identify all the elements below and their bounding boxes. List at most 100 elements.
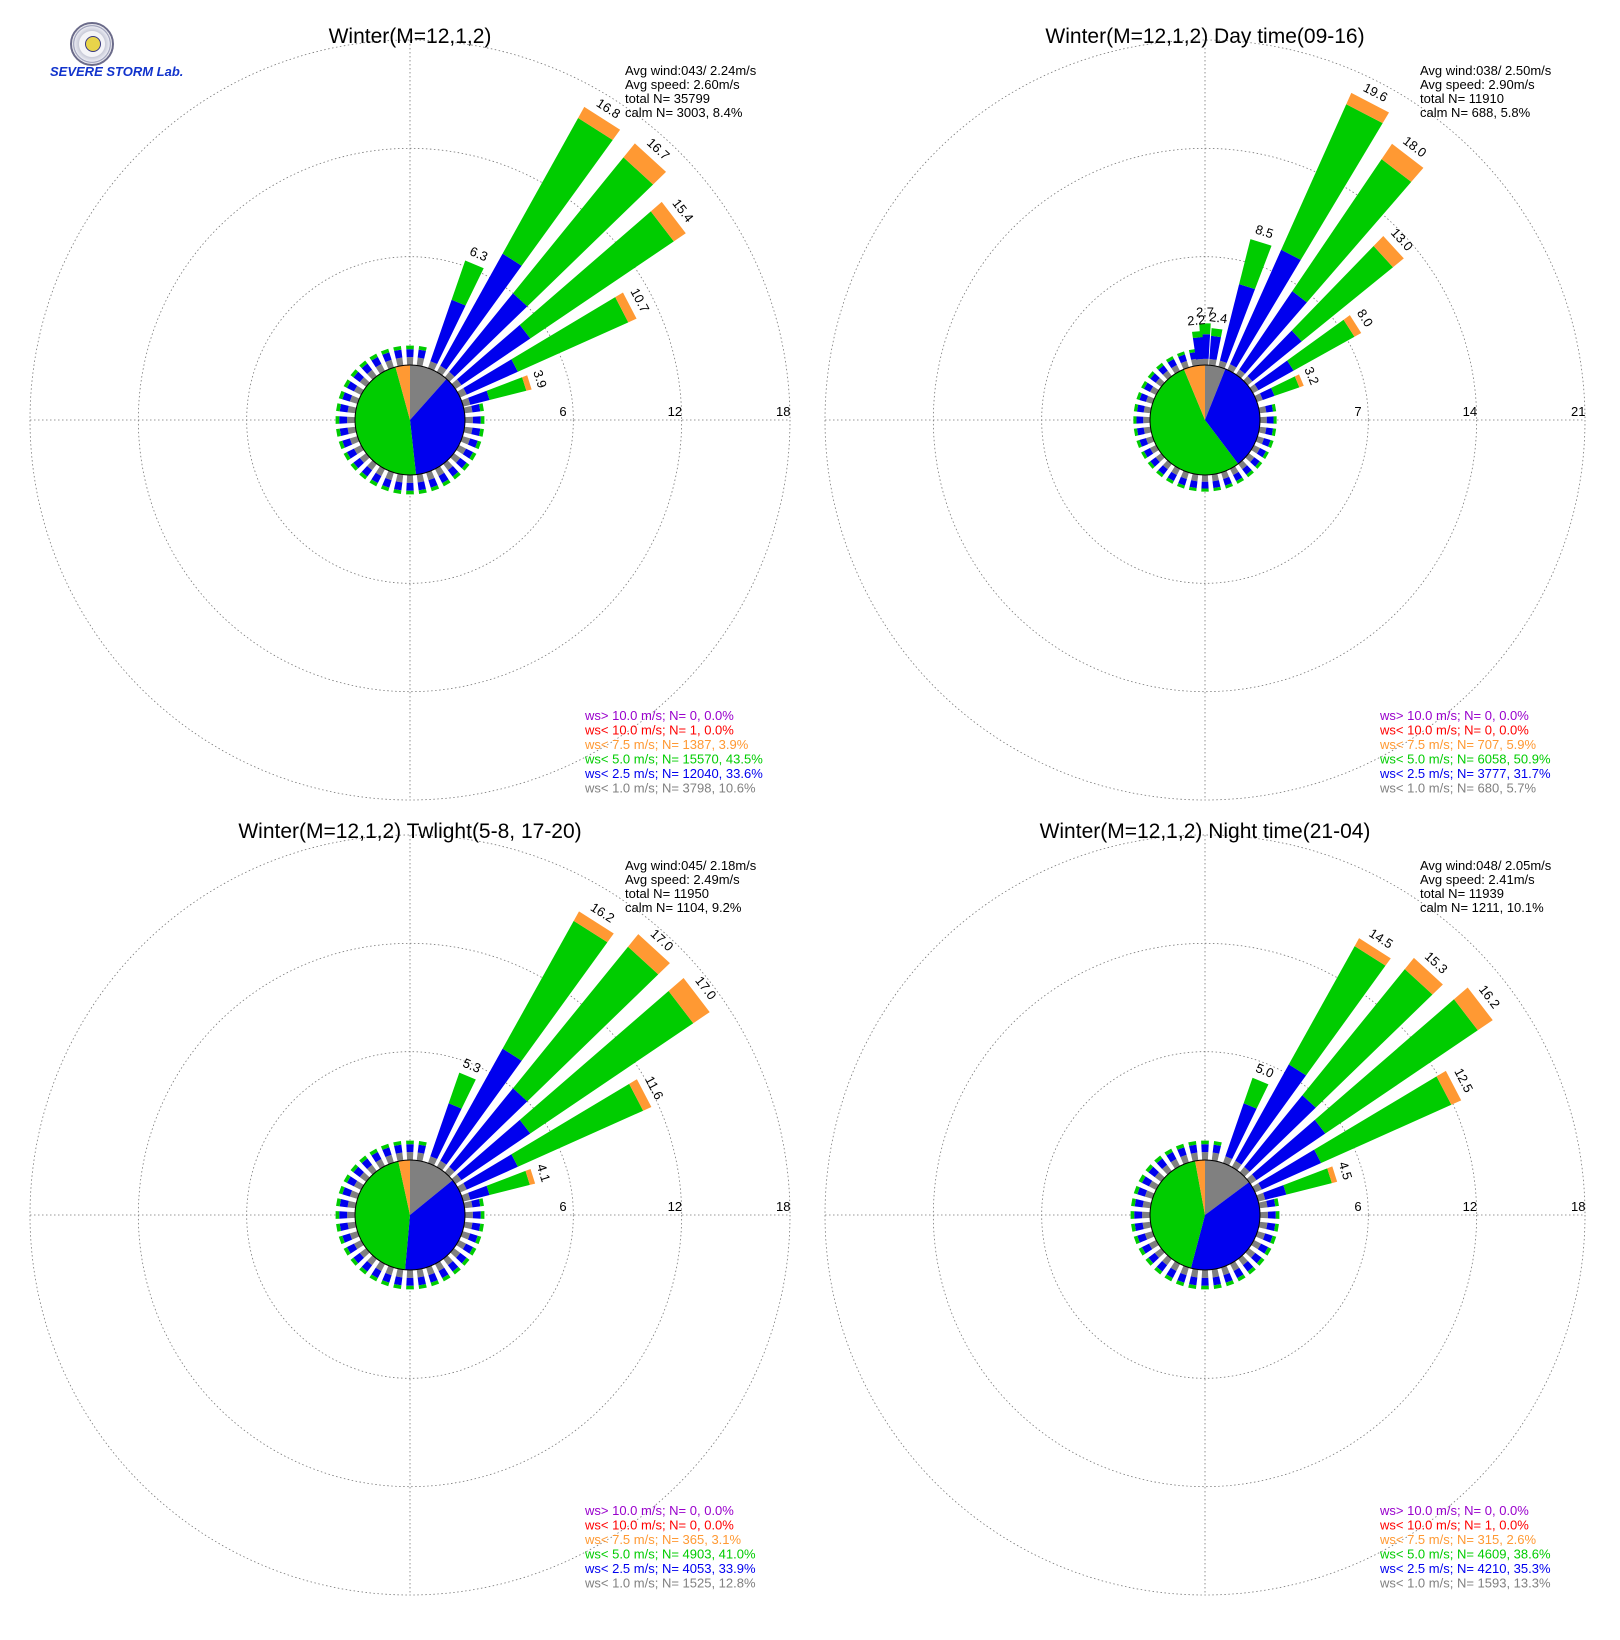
petal-small-low <box>1150 373 1160 383</box>
pie-slice-lt5 <box>354 366 417 475</box>
petal-small-mid <box>1274 1198 1279 1207</box>
petal-small-low <box>1136 404 1145 413</box>
petal-lt7_5 <box>650 201 686 242</box>
panel-title: Winter(M=12,1,2) <box>329 25 492 48</box>
petal-small-mid <box>1154 1155 1163 1164</box>
petal-small-mid <box>1271 403 1277 412</box>
petal-lt5 <box>1288 946 1386 1076</box>
legend-entry: ws< 10.0 m/s; N= 0, 0.0% <box>1379 723 1529 738</box>
petal-small-low <box>1139 438 1149 447</box>
ring-label: 6 <box>559 404 566 419</box>
petal-small-mid <box>406 345 414 350</box>
petal-small-low <box>339 1199 349 1208</box>
petal-small-low <box>447 1261 459 1272</box>
legend-entry: ws< 7.5 m/s; N= 1387, 3.9% <box>584 737 749 752</box>
petal-small-low <box>1166 1151 1177 1163</box>
petal-lt7_5 <box>578 106 621 140</box>
petal-small-calm <box>1142 1221 1152 1230</box>
petal-small-low <box>394 481 403 491</box>
petal-small-low <box>417 481 426 491</box>
petal-small-calm <box>375 466 386 477</box>
petal-small-calm <box>359 453 370 463</box>
petal-small-mid <box>1133 428 1139 437</box>
petal-lt7_5 <box>573 911 614 943</box>
petal-small-mid <box>479 403 484 412</box>
petal-small-low <box>462 1243 474 1254</box>
petal-small-calm <box>385 359 394 370</box>
petal-lt2_5 <box>457 324 531 386</box>
petal-small-low <box>1265 427 1274 436</box>
petal-small-mid <box>1154 1266 1163 1275</box>
petal-small-mid <box>338 390 345 400</box>
petal-small-low <box>472 416 481 424</box>
petal-small-calm <box>1154 1172 1165 1182</box>
petal-small-mid <box>369 1274 378 1282</box>
petal-small-calm <box>359 1172 370 1182</box>
pie-slice-lt1 <box>1205 1160 1250 1215</box>
petal-small-calm <box>359 1248 370 1258</box>
petal-small-mid <box>1133 1235 1140 1245</box>
petal-small-mid <box>1176 351 1185 357</box>
petal-small-mid <box>338 1235 345 1245</box>
petal-small-mid <box>1130 1211 1135 1219</box>
petal-small-low <box>371 1267 382 1279</box>
petal-small-low <box>1266 416 1274 424</box>
petal-lt7_5 <box>1346 92 1390 124</box>
petal-lt2_5 <box>440 1048 522 1165</box>
petal-small-mid <box>406 490 414 495</box>
petal-value-label: 2.7 <box>1196 305 1214 320</box>
petal-small-mid <box>1201 488 1209 492</box>
petal-small-calm <box>406 357 414 366</box>
petal-small-low <box>1242 465 1252 475</box>
petal-lt5 <box>1281 104 1383 260</box>
petal-small-low <box>1136 416 1144 424</box>
petal-small-low <box>346 1243 358 1254</box>
pie-slice-lt7_5 <box>398 1160 410 1215</box>
petal-lt2_5 <box>463 1154 518 1190</box>
petal-lt7_5 <box>1294 374 1304 388</box>
petal-small-low <box>382 1147 392 1158</box>
petal-small-mid <box>380 1280 390 1287</box>
petal-small-calm <box>349 395 360 404</box>
pie-slice-lt2_5 <box>1190 1182 1260 1270</box>
petal-small-calm <box>1211 1268 1220 1278</box>
petal-small-calm <box>1201 474 1209 482</box>
petal-small-low <box>1166 1267 1177 1279</box>
pie-slice-lt7_5 <box>1183 365 1205 420</box>
legend-entry: ws< 2.5 m/s; N= 4053, 33.9% <box>584 1561 756 1576</box>
pie-outline <box>1149 364 1261 476</box>
pie-slice-lt5 <box>1150 1160 1205 1269</box>
stats-line: Avg wind:045/ 2.18m/s <box>625 858 757 873</box>
petal-lt1 <box>1222 1156 1233 1166</box>
petal-value-label: 6.3 <box>468 243 490 264</box>
legend-entry: ws< 1.0 m/s; N= 1593, 13.3% <box>1379 1576 1551 1591</box>
petal-small-low <box>1134 1199 1144 1208</box>
petal-lt2_5 <box>1244 1095 1316 1172</box>
petal-lt7_5 <box>629 1079 652 1111</box>
petal-small-low <box>1242 1261 1254 1272</box>
pie-slice-lt2_5 <box>410 378 466 475</box>
petal-small-mid <box>1133 403 1139 412</box>
petal-small-low <box>471 427 481 436</box>
petal-small-calm <box>416 1152 425 1162</box>
legend-entry: ws< 10.0 m/s; N= 0, 0.0% <box>584 1518 734 1533</box>
petal-small-low <box>1178 354 1187 364</box>
petal-lt1 <box>461 1192 471 1202</box>
legend-entry: ws< 7.5 m/s; N= 365, 3.1% <box>584 1532 742 1547</box>
petal-small-low <box>1189 1144 1198 1154</box>
petal-small-low <box>1251 1252 1262 1264</box>
petal-small-mid <box>380 485 390 492</box>
petal-small-mid <box>380 1143 390 1150</box>
petal-small-low <box>1201 1277 1209 1286</box>
petal-small-calm <box>385 1265 394 1276</box>
petal-lt7_5 <box>1373 236 1404 268</box>
petal-small-mid <box>1138 1247 1146 1256</box>
petal-small-calm <box>1180 1265 1189 1276</box>
petal-small-calm <box>375 1158 386 1169</box>
petal-small-mid <box>406 1140 414 1145</box>
petal-lt7_5 <box>1381 143 1424 182</box>
stats-line: calm N= 1211, 10.1% <box>1420 900 1544 915</box>
petal-small-low <box>1266 1222 1276 1231</box>
petal-value-label: 2.4 <box>1209 309 1229 326</box>
